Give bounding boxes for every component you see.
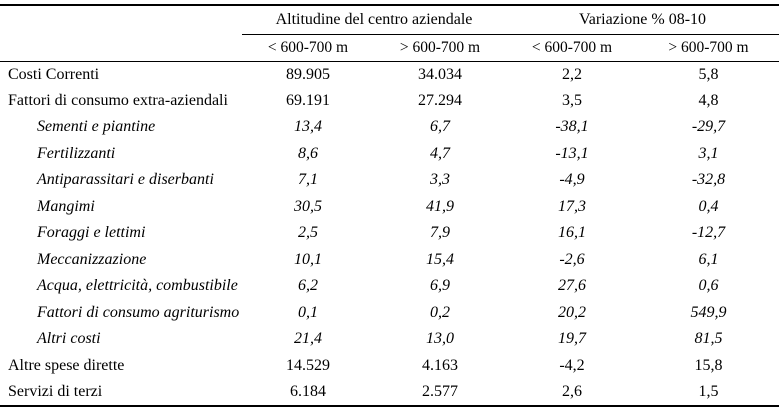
table-row: Antiparassitari e diserbanti 7,1 3,3 -4,9 -3… (0, 167, 779, 194)
row-value: 6,1 (698, 250, 719, 268)
row-value: 8,6 (298, 144, 318, 162)
row-value: 0,6 (698, 277, 719, 295)
row-value: 6,7 (430, 118, 450, 136)
row-label: Mangimi (37, 197, 95, 215)
row-value: 6,9 (430, 277, 450, 295)
row-value: 13,4 (294, 118, 322, 136)
row-label: Fertilizzanti (37, 144, 116, 162)
row-label: Altri costi (37, 330, 101, 348)
row-value: 15,8 (694, 356, 723, 374)
row-value: 7,1 (298, 171, 318, 189)
row-value: 41,9 (426, 197, 454, 215)
row-value: 21,4 (294, 330, 322, 348)
row-label: Foraggi e lettimi (37, 224, 146, 242)
table-row: Fattori di consumo agriturismo 0,1 0,2 20,2… (0, 300, 779, 327)
row-value: 7,9 (430, 224, 450, 242)
sub-header-alt-gt: > 600-700 m (374, 34, 506, 62)
row-label: Altre spese dirette (8, 356, 125, 374)
sub-header-var-lt: < 600-700 m (506, 34, 638, 62)
table-row: Acqua, elettricità, combustibile 6,2 6,9 27… (0, 273, 779, 300)
row-value: -12,7 (691, 224, 726, 242)
row-value: -4,9 (559, 171, 585, 189)
row-value: 0,1 (298, 303, 318, 321)
row-value: 6.184 (290, 382, 326, 400)
row-value: 13,0 (426, 330, 454, 348)
row-value: 2,2 (562, 65, 582, 83)
row-label: Antiparassitari e diserbanti (37, 171, 214, 189)
row-value: 20,2 (558, 303, 586, 321)
table-row: Fertilizzanti 8,6 4,7 -13,1 3,1 (0, 141, 779, 168)
row-value: 2.577 (422, 382, 458, 400)
row-value: 89.905 (286, 65, 330, 83)
row-label: Sementi e piantine (37, 118, 156, 136)
row-label: Acqua, elettricità, combustibile (37, 277, 238, 295)
row-label: Servizi di terzi (8, 382, 103, 400)
row-value: 3,5 (562, 91, 582, 109)
costs-table: Altitudine del centro aziendale Variazio… (0, 4, 779, 407)
row-label: Fattori di consumo extra-aziendali (8, 91, 228, 109)
row-value: 1,5 (698, 382, 719, 400)
sub-header-row: < 600-700 m > 600-700 m < 600-700 m > 60… (0, 34, 779, 62)
row-value: 2,6 (562, 382, 582, 400)
table-row: Fattori di consumo extra-aziendali 69.191… (0, 88, 779, 115)
row-value: -38,1 (555, 118, 589, 136)
row-value: 4,7 (430, 144, 450, 162)
table-row: Sementi e piantine 13,4 6,7 -38,1 -29,7 (0, 114, 779, 141)
table-row: Meccanizzazione 10,1 15,4 -2,6 6,1 (0, 247, 779, 274)
row-value: 14.529 (286, 356, 330, 374)
row-value: 5,8 (698, 65, 719, 83)
table-row: Mangimi 30,5 41,9 17,3 0,4 (0, 194, 779, 221)
row-value: 17,3 (558, 197, 586, 215)
row-value: 3,3 (430, 171, 450, 189)
row-value: 2,5 (298, 224, 318, 242)
row-value: 16,1 (558, 224, 586, 242)
row-value: 34.034 (418, 65, 462, 83)
row-value: 549,9 (690, 303, 727, 321)
row-value: 0,4 (698, 197, 719, 215)
row-label: Costi Correnti (8, 65, 100, 83)
row-value: -29,7 (691, 118, 726, 136)
corner-cell-2 (0, 34, 242, 62)
row-value: -2,6 (559, 250, 585, 268)
table-header: Altitudine del centro aziendale Variazio… (0, 5, 779, 62)
row-value: 0,2 (430, 303, 450, 321)
row-value: -4,2 (559, 356, 585, 374)
column-group-variazione: Variazione % 08-10 (506, 5, 779, 35)
row-value: 30,5 (294, 197, 322, 215)
row-value: 6,2 (298, 277, 318, 295)
row-value: 27.294 (418, 91, 462, 109)
table-row: Costi Correnti 89.905 34.034 2,2 5,8 (0, 61, 779, 88)
row-value: 81,5 (694, 330, 723, 348)
table-row: Foraggi e lettimi 2,5 7,9 16,1 -12,7 (0, 220, 779, 247)
row-value: -32,8 (691, 171, 726, 189)
row-value: 3,1 (698, 144, 719, 162)
row-value: 4.163 (422, 356, 458, 374)
row-value: 10,1 (294, 250, 322, 268)
table-row: Altre spese dirette 14.529 4.163 -4,2 15,8 (0, 353, 779, 380)
row-value: 19,7 (558, 330, 586, 348)
column-group-altitudine: Altitudine del centro aziendale (242, 5, 506, 35)
row-value: -13,1 (555, 144, 589, 162)
row-value: 69.191 (286, 91, 330, 109)
row-value: 15,4 (426, 250, 454, 268)
row-value: 27,6 (558, 277, 586, 295)
corner-cell (0, 5, 242, 34)
row-value: 4,8 (698, 91, 719, 109)
sub-header-var-gt: > 600-700 m (638, 34, 779, 62)
table-body: Costi Correnti 89.905 34.034 2,2 5,8 Fattori … (0, 61, 779, 406)
table-row: Altri costi 21,4 13,0 19,7 81,5 (0, 326, 779, 353)
row-label: Meccanizzazione (37, 250, 147, 268)
sub-header-alt-lt: < 600-700 m (242, 34, 374, 62)
row-label: Fattori di consumo agriturismo (37, 303, 240, 321)
table-row: Servizi di terzi 6.184 2.577 2,6 1,5 (0, 379, 779, 406)
column-group-row: Altitudine del centro aziendale Variazio… (0, 5, 779, 35)
